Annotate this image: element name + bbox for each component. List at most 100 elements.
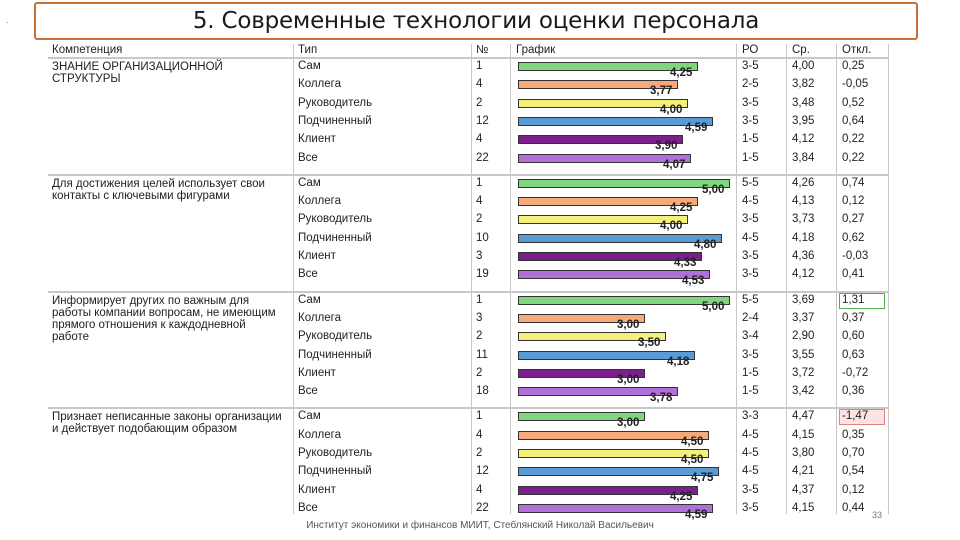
header-num: № [476, 44, 489, 56]
ro-cell: 1-5 [742, 366, 759, 379]
score-bar-label: 4,50 [681, 435, 704, 448]
score-bar [518, 313, 645, 323]
score-bar-label: 4,25 [670, 490, 693, 503]
ro-cell: 2-4 [742, 311, 759, 324]
count-cell: 19 [476, 268, 489, 281]
type-cell: Коллега [298, 78, 341, 91]
score-bar [518, 368, 645, 378]
score-bar-label: 3,50 [638, 337, 661, 350]
score-bar [518, 503, 713, 513]
avg-cell: 4,36 [792, 250, 815, 262]
type-cell: Подчиненный [298, 348, 372, 361]
deviation-cell: 0,54 [842, 465, 865, 478]
type-cell: Коллега [298, 311, 341, 324]
avg-cell: 4,15 [792, 501, 815, 514]
deviation-cell: -0,72 [842, 366, 869, 379]
score-bar-label: 4,25 [670, 202, 693, 215]
type-cell: Руководитель [298, 96, 373, 109]
deviation-cell: 0,12 [842, 483, 865, 496]
ro-cell: 1-5 [742, 385, 759, 398]
ro-cell: 3-5 [742, 483, 759, 496]
avg-cell: 3,69 [792, 293, 815, 306]
count-cell: 4 [476, 78, 483, 91]
count-cell: 1 [476, 176, 483, 189]
score-bar [518, 62, 698, 71]
score-bar-label: 4,80 [694, 238, 717, 251]
score-bar-label: 3,90 [655, 140, 678, 153]
deviation-cell: 0,44 [842, 501, 865, 514]
score-bar [518, 233, 722, 243]
header-type: Тип [298, 44, 318, 56]
deviation-cell: 0,36 [842, 385, 865, 398]
avg-cell: 4,21 [792, 465, 815, 478]
avg-cell: 3,55 [792, 348, 815, 361]
score-bar [518, 80, 678, 90]
score-bar [518, 153, 691, 163]
deviation-cell: 0,35 [842, 428, 865, 441]
avg-cell: 3,72 [792, 366, 815, 379]
type-cell: Сам [298, 410, 321, 423]
type-cell: Подчиненный [298, 231, 372, 244]
count-cell: 1 [476, 293, 483, 306]
deviation-cell: 0,62 [842, 231, 865, 244]
avg-cell: 4,12 [792, 133, 815, 146]
score-bar [518, 387, 678, 397]
score-bar [518, 467, 719, 477]
header-dev: Откл. [842, 44, 872, 56]
assessment-table: Компетенция Тип № График РО Ср. Откл. ЗН… [48, 44, 889, 521]
page-title: 5. Современные технологии оценки персона… [192, 8, 760, 34]
type-cell: Коллега [298, 195, 341, 208]
column-separator [736, 44, 737, 514]
count-cell: 2 [476, 447, 483, 459]
score-bar-label: 5,00 [702, 300, 725, 313]
avg-cell: 4,18 [792, 231, 815, 244]
deviation-cell: 0,60 [842, 330, 865, 343]
type-cell: Сам [298, 293, 321, 306]
competence-label: ЗНАНИЕ ОРГАНИЗАЦИОННОЙ СТРУКТУРЫ [52, 61, 223, 85]
competence-label: Признает неписанные законы организации и… [52, 411, 282, 436]
title-box: 5. Современные технологии оценки персона… [34, 2, 918, 40]
type-cell: Руководитель [298, 330, 373, 343]
score-bar [518, 332, 666, 342]
count-cell: 4 [476, 428, 483, 441]
ro-cell: 4-5 [742, 195, 759, 208]
header-ro: РО [742, 44, 759, 56]
type-cell: Клиент [298, 483, 336, 496]
score-bar-label: 4,00 [660, 103, 683, 116]
ro-cell: 4-5 [742, 447, 759, 459]
avg-cell: 4,26 [792, 176, 815, 189]
deviation-cell: -0,03 [842, 250, 869, 262]
score-bar-label: 3,78 [650, 392, 673, 405]
score-bar [518, 449, 709, 458]
type-cell: Руководитель [298, 447, 373, 459]
score-bar-label: 4,59 [685, 121, 708, 134]
count-cell: 4 [476, 133, 483, 146]
block-separator [48, 407, 888, 410]
avg-cell: 3,73 [792, 213, 815, 226]
count-cell: 22 [476, 151, 489, 164]
score-bar [518, 412, 645, 422]
avg-cell: 2,90 [792, 330, 815, 343]
header-avg: Ср. [792, 44, 810, 56]
score-bar-label: 4,00 [660, 220, 683, 233]
type-cell: Сам [298, 176, 321, 189]
page-number: 33 [872, 510, 883, 520]
avg-cell: 3,82 [792, 78, 815, 91]
ro-cell: 3-5 [742, 114, 759, 127]
block-separator [48, 57, 888, 59]
score-bar-label: 4,18 [667, 355, 690, 368]
count-cell: 3 [476, 250, 483, 262]
deviation-cell: 0,22 [842, 133, 865, 146]
type-cell: Все [298, 268, 318, 281]
deviation-cell: 0,25 [842, 60, 865, 72]
count-cell: 10 [476, 231, 489, 244]
score-bar-label: 4,07 [663, 158, 686, 171]
header-competence: Компетенция [52, 44, 123, 56]
deviation-cell: 0,27 [842, 213, 865, 226]
score-bar [518, 98, 688, 108]
score-bar [518, 430, 709, 440]
column-separator [786, 44, 787, 514]
ro-cell: 3-3 [742, 410, 759, 423]
ro-cell: 3-5 [742, 96, 759, 109]
column-separator [836, 44, 837, 514]
